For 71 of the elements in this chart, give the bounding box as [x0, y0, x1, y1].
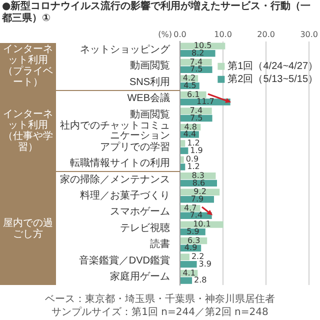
bar — [180, 196, 214, 203]
chart-title: ●新型コロナウイルス流行の影響で利用が増えたサービス・行動（一都三県）① — [2, 1, 312, 25]
data-label: 1.2 — [187, 138, 200, 148]
data-label: 3.9 — [198, 259, 212, 268]
data-label: 4.7 — [184, 203, 197, 212]
bar — [180, 277, 192, 284]
data-label: 4.8 — [184, 122, 197, 132]
data-label: 4.1 — [182, 268, 196, 278]
text: インターネット利用（プライベート） — [0, 42, 56, 90]
data-label: 4.4 — [183, 130, 196, 139]
data-label: 0.9 — [186, 154, 199, 164]
data-label: 10.1 — [193, 220, 211, 229]
y-tick-label: 読書 — [150, 238, 170, 250]
data-label: 4.5 — [184, 80, 196, 90]
bar — [180, 164, 186, 170]
y-tick-label: 家庭用ゲーム — [110, 270, 170, 283]
y-tick-label: 家の掃除／メンテナンス — [60, 173, 170, 186]
y-tick-label: WEB会議 — [127, 92, 170, 104]
data-label: 4.9 — [184, 243, 198, 252]
data-label: 7.4 — [190, 57, 203, 66]
legend-label: 第1回（4/24~4/27） — [228, 60, 318, 72]
data-label: 6.1 — [187, 90, 200, 99]
bar — [180, 254, 190, 260]
data-label: 9.2 — [194, 187, 206, 196]
x-tick-label: 20.0 — [257, 30, 275, 39]
data-label: 8.6 — [192, 178, 206, 188]
y-tick-label: ネットショッピング — [80, 44, 171, 56]
data-label: 7.4 — [190, 210, 203, 220]
data-label: 1.2 — [187, 162, 200, 172]
y-tick-label: スマホゲーム — [110, 206, 170, 218]
text: 屋内での過ごし方 — [0, 172, 56, 285]
bar — [180, 147, 188, 154]
y-tick-label: アプリでの学習 — [100, 140, 170, 153]
data-label: 11.7 — [196, 97, 214, 106]
x-axis-title: (%) — [158, 30, 172, 39]
data-label: 7.4 — [190, 106, 203, 116]
bar — [180, 221, 224, 228]
bar — [180, 140, 186, 147]
y-tick-label: 音楽鑑賞／DVD鑑賞 — [78, 254, 170, 266]
y-tick-label: SNS利用 — [129, 76, 170, 88]
text: ベース：東京都・埼玉県・千葉県・神奈川県居住者 — [44, 293, 276, 306]
bar — [180, 188, 220, 196]
y-tick-label: 転職情報サイトの利用 — [70, 157, 170, 170]
data-label: 7.5 — [190, 113, 203, 122]
bar — [180, 108, 212, 114]
x-tick-label: 0.0 — [174, 30, 186, 39]
bar — [180, 156, 184, 164]
y-tick-label: テレビ視聴 — [120, 222, 170, 234]
data-label: 10.5 — [194, 41, 212, 50]
data-label: 6.3 — [187, 236, 200, 245]
data-label: 7.9 — [190, 194, 204, 204]
x-tick-label: 30.0 — [300, 30, 318, 39]
text: インターネット利用（仕事や学習） — [0, 91, 56, 172]
y-tick-label: 料理／お菓子づくり — [80, 190, 170, 202]
y-tick-label: 社内でのチャットコミュニケーション — [60, 120, 170, 142]
bar — [180, 66, 212, 73]
data-label: 1.9 — [190, 146, 203, 155]
data-label: 5.9 — [186, 226, 200, 236]
legend-label: 第2回（5/13~5/15） — [228, 73, 318, 86]
y-tick-label: 動画閲覧 — [130, 109, 170, 120]
bar — [180, 260, 197, 268]
y-tick-label: 動画閲覧 — [130, 60, 170, 72]
bar — [180, 42, 226, 50]
data-label: 2.2 — [191, 252, 204, 262]
data-label: 8.3 — [192, 170, 204, 180]
text: サンプルサイズ：第1回 n=244／第2回 n=248 — [50, 306, 270, 319]
x-tick-label: 10.0 — [214, 30, 232, 39]
data-label: 4.2 — [182, 74, 196, 83]
data-label: 8.2 — [192, 48, 204, 58]
data-label: 2.8 — [194, 276, 207, 285]
data-label: 7.5 — [190, 64, 203, 74]
